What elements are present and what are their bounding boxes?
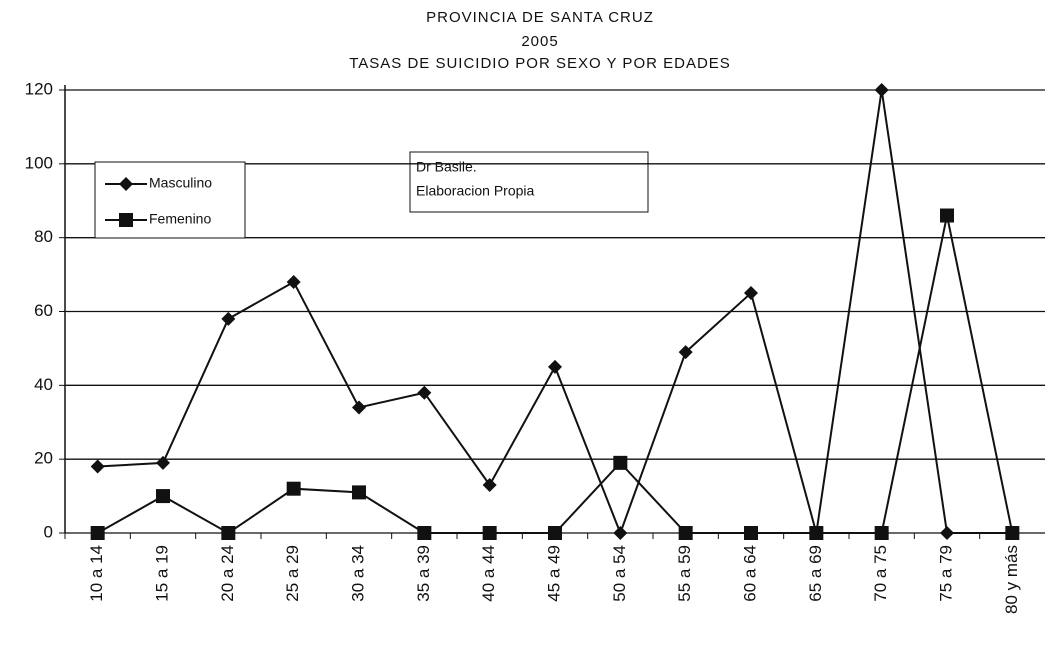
point <box>156 489 170 504</box>
chart-title: TASAS DE SUICIDIO POR SEXO Y POR EDADES <box>349 55 731 72</box>
y-tick-label: 40 <box>34 375 53 394</box>
point <box>1005 526 1020 540</box>
x-tick-label: 60 a 64 <box>740 545 759 602</box>
point <box>613 526 628 540</box>
y-tick-label: 100 <box>25 153 53 172</box>
x-tick-label: 45 a 49 <box>544 545 563 602</box>
point <box>548 359 562 374</box>
point <box>678 345 693 360</box>
point <box>940 526 954 540</box>
y-tick-label: 0 <box>44 522 53 541</box>
x-tick-label: 25 a 29 <box>283 545 302 602</box>
series-line <box>97 215 1014 535</box>
point <box>352 400 366 415</box>
annotation: Dr Basile. <box>416 159 477 175</box>
chart-title: PROVINCIA DE SANTA CRUZ <box>426 9 654 26</box>
x-tick-label: 30 a 34 <box>348 545 367 602</box>
point <box>744 526 758 540</box>
point <box>156 455 170 470</box>
point <box>678 526 693 540</box>
point <box>90 459 105 474</box>
point <box>221 526 236 540</box>
legend-label: Masculino <box>149 175 212 191</box>
point <box>221 311 236 326</box>
x-tick-label: 20 a 24 <box>218 545 237 602</box>
point <box>482 478 497 493</box>
point <box>417 526 432 540</box>
point <box>940 208 954 223</box>
x-tick-label: 40 a 44 <box>479 545 498 602</box>
point <box>90 526 105 540</box>
point <box>874 526 889 540</box>
point <box>286 481 301 496</box>
x-tick-label: 55 a 59 <box>675 545 694 602</box>
y-tick-label: 20 <box>34 449 53 468</box>
annotation: Elaboracion Propia <box>416 183 535 199</box>
x-tick-label: 65 a 69 <box>806 545 825 602</box>
x-tick-label: 50 a 54 <box>610 545 629 602</box>
y-tick-label: 60 <box>34 301 53 320</box>
legend-label: Femenino <box>149 211 211 227</box>
x-tick-label: 75 a 79 <box>936 545 955 602</box>
legend-marker <box>119 177 133 191</box>
x-tick-label: 35 a 39 <box>414 545 433 602</box>
x-tick-label: 15 a 19 <box>152 545 171 602</box>
y-tick-label: 80 <box>34 227 53 246</box>
point <box>286 274 301 289</box>
point <box>417 385 432 400</box>
point <box>809 526 824 540</box>
legend-marker <box>119 213 133 227</box>
x-tick-label: 70 a 75 <box>871 545 890 602</box>
x-tick-label: 80 y más <box>1002 545 1021 614</box>
y-tick-label: 120 <box>25 79 53 98</box>
point <box>613 455 628 470</box>
chart-title: 2005 <box>521 33 558 50</box>
point <box>744 286 758 301</box>
x-tick-label: 10 a 14 <box>87 545 106 602</box>
point <box>482 526 497 540</box>
point <box>352 485 366 500</box>
point <box>548 526 562 540</box>
point <box>874 83 889 97</box>
annotation-box <box>409 151 649 213</box>
